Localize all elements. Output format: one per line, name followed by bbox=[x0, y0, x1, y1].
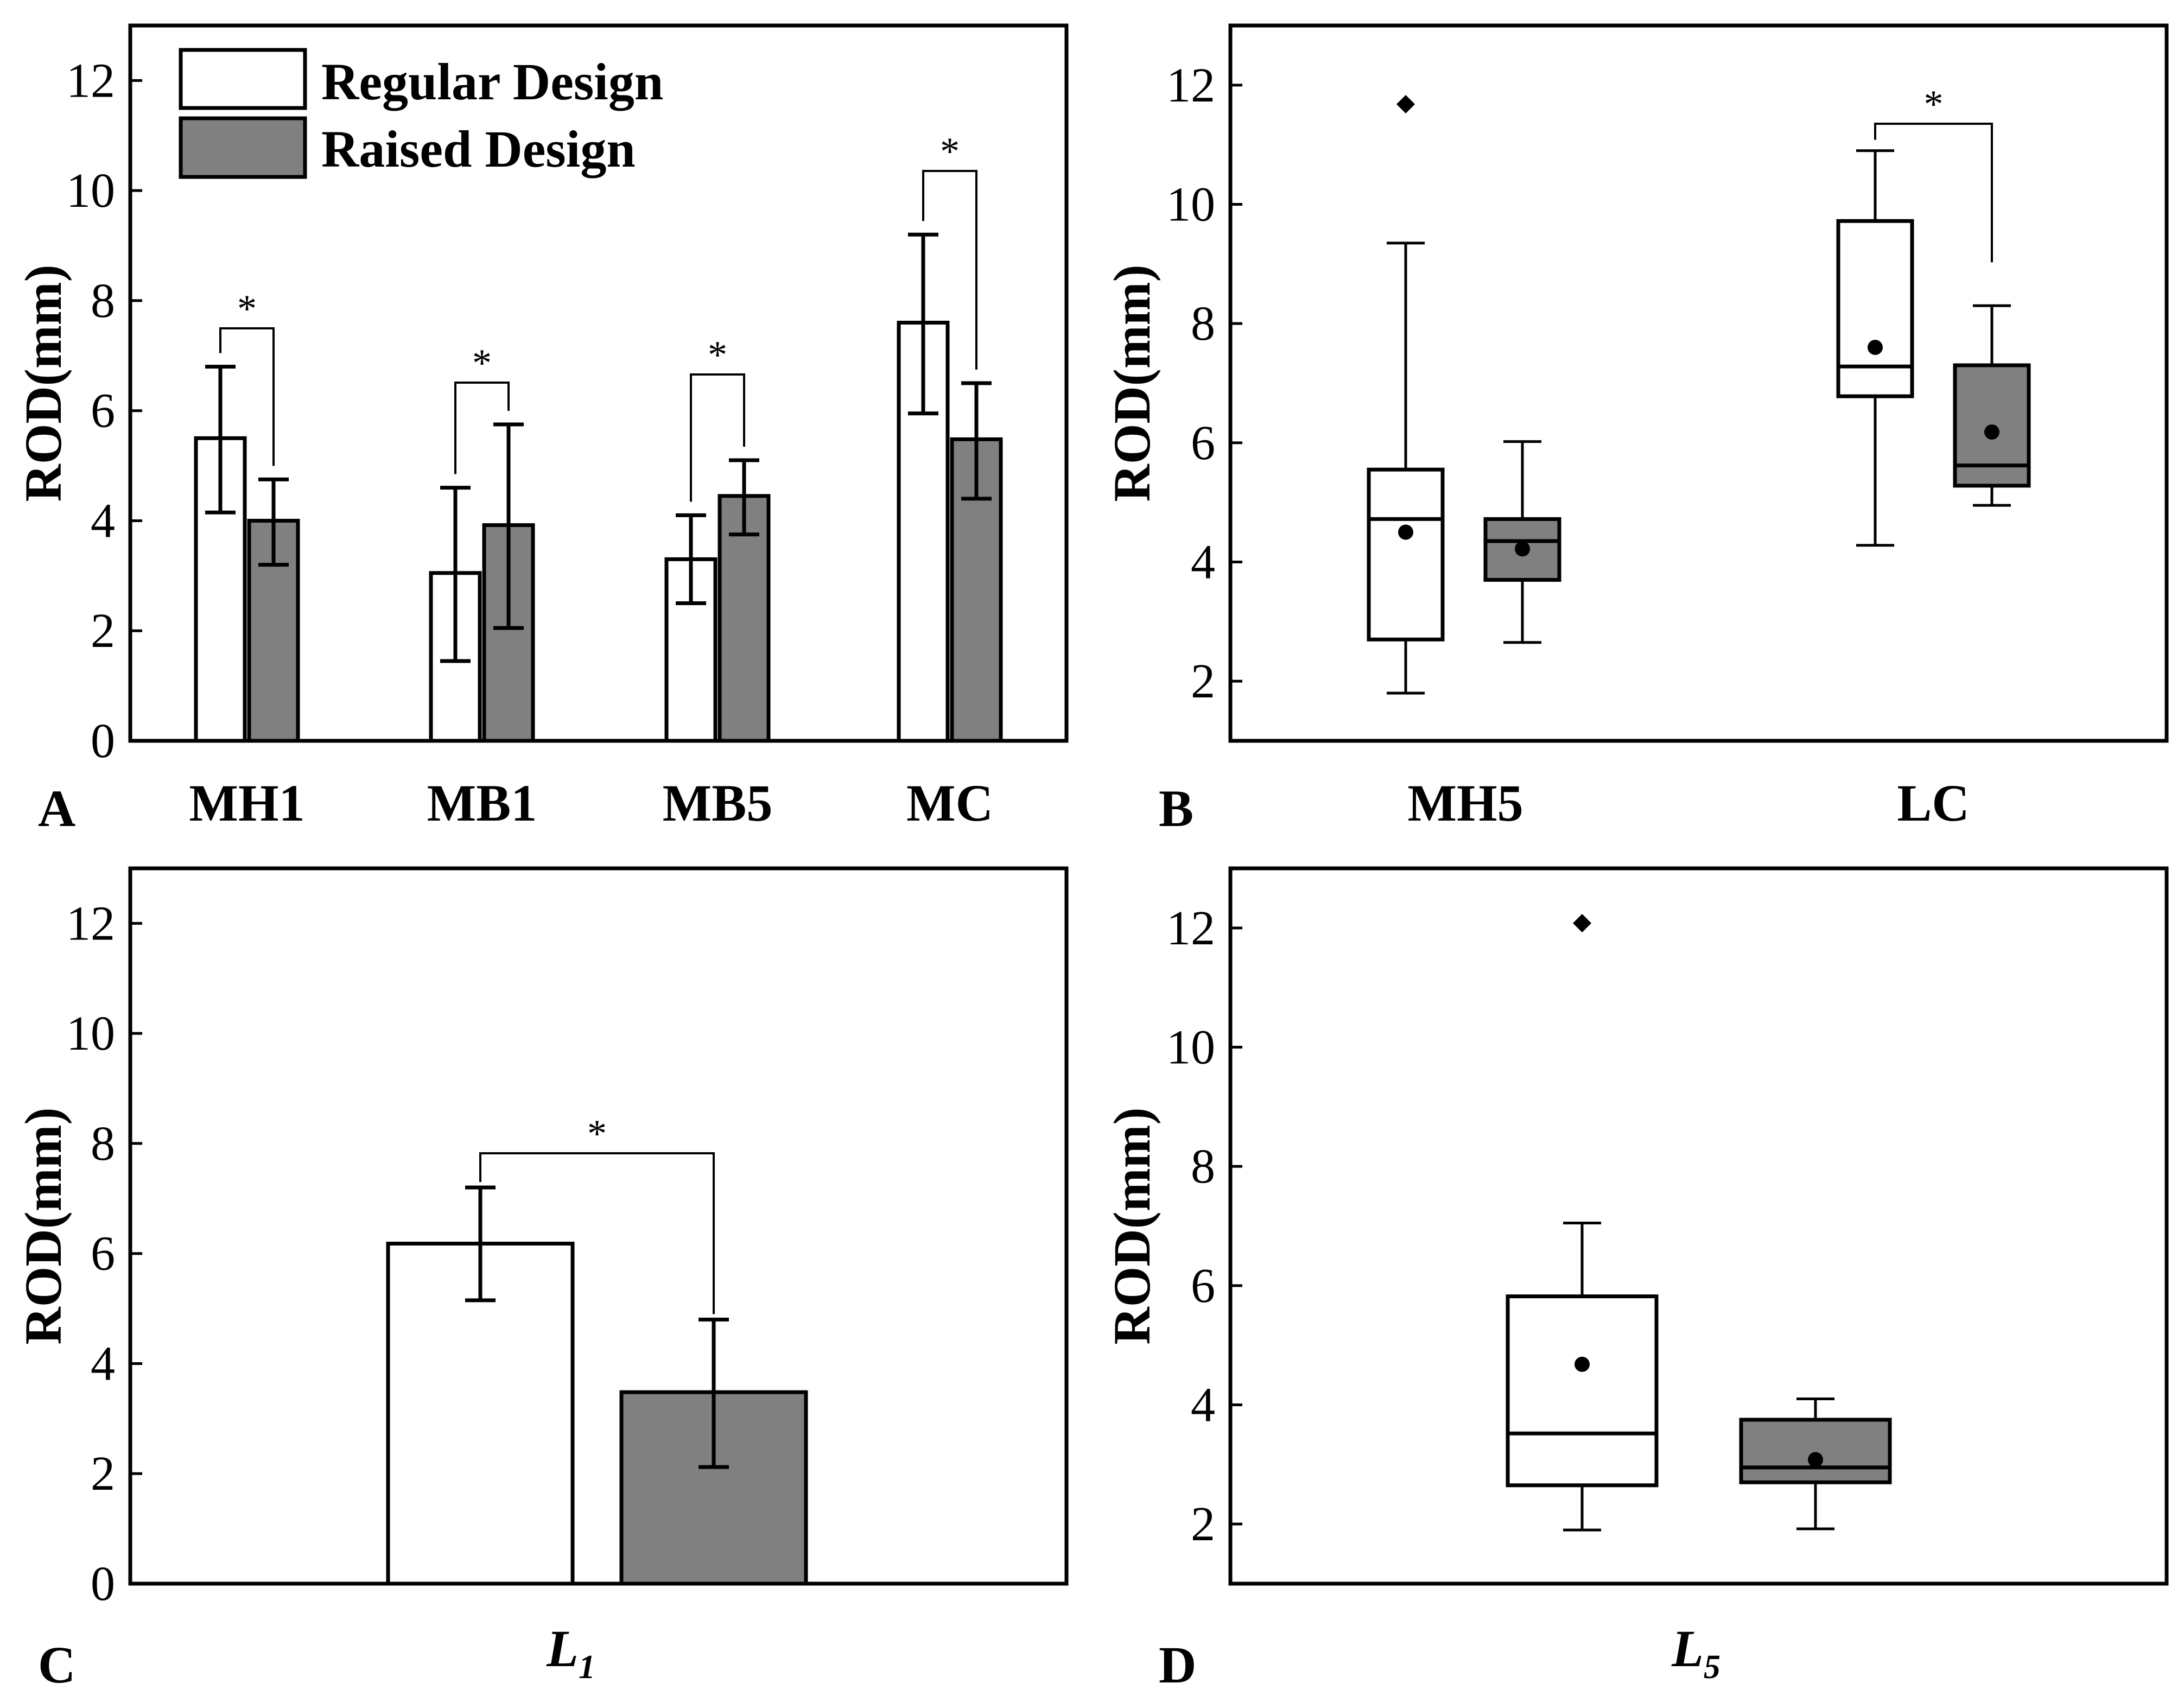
y-tick-label: 4 bbox=[1191, 536, 1215, 589]
panel-c-ylabel: ROD(mm) bbox=[14, 1107, 72, 1344]
panel-a-axes-frame bbox=[128, 23, 1069, 743]
y-tick-label: 2 bbox=[1191, 655, 1215, 708]
panel-d-ylabel: ROD(mm) bbox=[1103, 1107, 1161, 1344]
x-category-label: MH5 bbox=[1407, 774, 1523, 832]
panel-b-axes-frame bbox=[1228, 23, 2169, 743]
x-category-label: MB1 bbox=[427, 774, 537, 832]
significance-star: * bbox=[940, 130, 960, 173]
significance-star: * bbox=[237, 287, 257, 331]
y-tick-label: 12 bbox=[1166, 901, 1215, 955]
panel-d-letter: D bbox=[1159, 1636, 1196, 1694]
panel-a-ylabel: ROD(mm) bbox=[14, 264, 72, 501]
panel-d-axes-frame bbox=[1228, 866, 2169, 1586]
x-category-label: MC bbox=[906, 774, 993, 832]
panel-a: 0 2 4 6 8 10 12 * MH1 * MB1 * MB5 * MC ROD(mm) A Regu… bbox=[14, 23, 1069, 837]
panel-d-xlabel-sub: 5 bbox=[1704, 1649, 1720, 1686]
significance-bracket bbox=[690, 373, 745, 502]
y-tick-label: 12 bbox=[66, 54, 115, 107]
box-iqr bbox=[1506, 1294, 1659, 1488]
panel-c-axes-frame bbox=[128, 866, 1069, 1586]
panel-c-letter: C bbox=[38, 1636, 75, 1694]
y-tick-label: 2 bbox=[91, 1447, 115, 1501]
y-tick-label: 10 bbox=[66, 1007, 115, 1060]
box-outlier bbox=[1573, 914, 1591, 933]
box-iqr bbox=[1836, 219, 1914, 398]
significance-star: * bbox=[1924, 82, 1944, 126]
y-tick-label: 2 bbox=[1191, 1497, 1215, 1551]
legend-swatch-regular bbox=[179, 48, 307, 110]
y-tick-label: 6 bbox=[1191, 1259, 1215, 1313]
panel-c-xlabel: L1 bbox=[546, 1619, 595, 1686]
box-mean-dot bbox=[1984, 424, 1999, 440]
significance-bracket bbox=[454, 382, 510, 474]
y-tick-label: 10 bbox=[1166, 1021, 1215, 1075]
box-mean-dot bbox=[1808, 1452, 1823, 1468]
panel-c-xlabel-main: L bbox=[546, 1619, 579, 1678]
panel-a-legend: Regular Design Raised Design bbox=[179, 48, 663, 179]
panel-b: 2 4 6 8 10 12 MH5 * LC ROD(mm) B bbox=[1103, 23, 2169, 837]
y-tick-label: 4 bbox=[91, 494, 115, 548]
legend-label-regular: Regular Design bbox=[321, 53, 663, 111]
panel-d-xlabel-main: L bbox=[1671, 1619, 1704, 1678]
bar-raised bbox=[718, 494, 771, 743]
significance-star: * bbox=[587, 1112, 607, 1155]
panel-c-xlabel-sub: 1 bbox=[579, 1649, 595, 1686]
y-tick-label: 8 bbox=[1191, 1140, 1215, 1193]
panel-b-letter: B bbox=[1159, 779, 1193, 837]
y-tick-label: 4 bbox=[1191, 1379, 1215, 1432]
y-tick-label: 6 bbox=[91, 384, 115, 438]
significance-star: * bbox=[472, 341, 492, 385]
y-tick-label: 12 bbox=[1166, 59, 1215, 112]
y-tick-label: 8 bbox=[1191, 297, 1215, 351]
panel-c: 0 2 4 6 8 10 12 * ROD(mm) C L1 bbox=[14, 866, 1069, 1694]
y-tick-label: 0 bbox=[91, 1557, 115, 1611]
box-mean-dot bbox=[1515, 541, 1530, 557]
x-category-label: MB5 bbox=[663, 774, 773, 832]
box-iqr bbox=[1739, 1418, 1892, 1484]
y-tick-label: 10 bbox=[1166, 178, 1215, 232]
y-tick-label: 12 bbox=[66, 897, 115, 950]
panel-d: 2 4 6 8 10 12 ROD(mm) D L5 bbox=[1103, 866, 2169, 1694]
significance-bracket bbox=[479, 1152, 715, 1314]
significance-bracket bbox=[1874, 123, 1993, 263]
y-tick-label: 10 bbox=[66, 164, 115, 218]
y-tick-label: 8 bbox=[91, 1117, 115, 1171]
y-tick-label: 6 bbox=[1191, 416, 1215, 470]
legend-label-raised: Raised Design bbox=[321, 120, 636, 178]
significance-bracket bbox=[922, 170, 977, 370]
panel-b-ylabel: ROD(mm) bbox=[1103, 264, 1161, 501]
significance-bracket bbox=[219, 327, 275, 466]
x-category-label: MH1 bbox=[189, 774, 304, 832]
panel-a-letter: A bbox=[38, 779, 75, 837]
box-mean-dot bbox=[1868, 340, 1883, 355]
legend-swatch-raised bbox=[179, 116, 307, 179]
box-mean-dot bbox=[1574, 1356, 1590, 1372]
box-mean-dot bbox=[1398, 524, 1413, 540]
y-tick-label: 0 bbox=[91, 714, 115, 768]
box-outlier bbox=[1396, 94, 1415, 113]
y-tick-label: 4 bbox=[91, 1337, 115, 1390]
y-tick-label: 8 bbox=[91, 274, 115, 328]
significance-star: * bbox=[708, 333, 727, 377]
y-tick-label: 2 bbox=[91, 604, 115, 658]
panel-d-xlabel: L5 bbox=[1671, 1619, 1720, 1686]
y-tick-label: 6 bbox=[91, 1227, 115, 1281]
box-iqr bbox=[1367, 467, 1445, 641]
x-category-label: LC bbox=[1897, 774, 1969, 832]
